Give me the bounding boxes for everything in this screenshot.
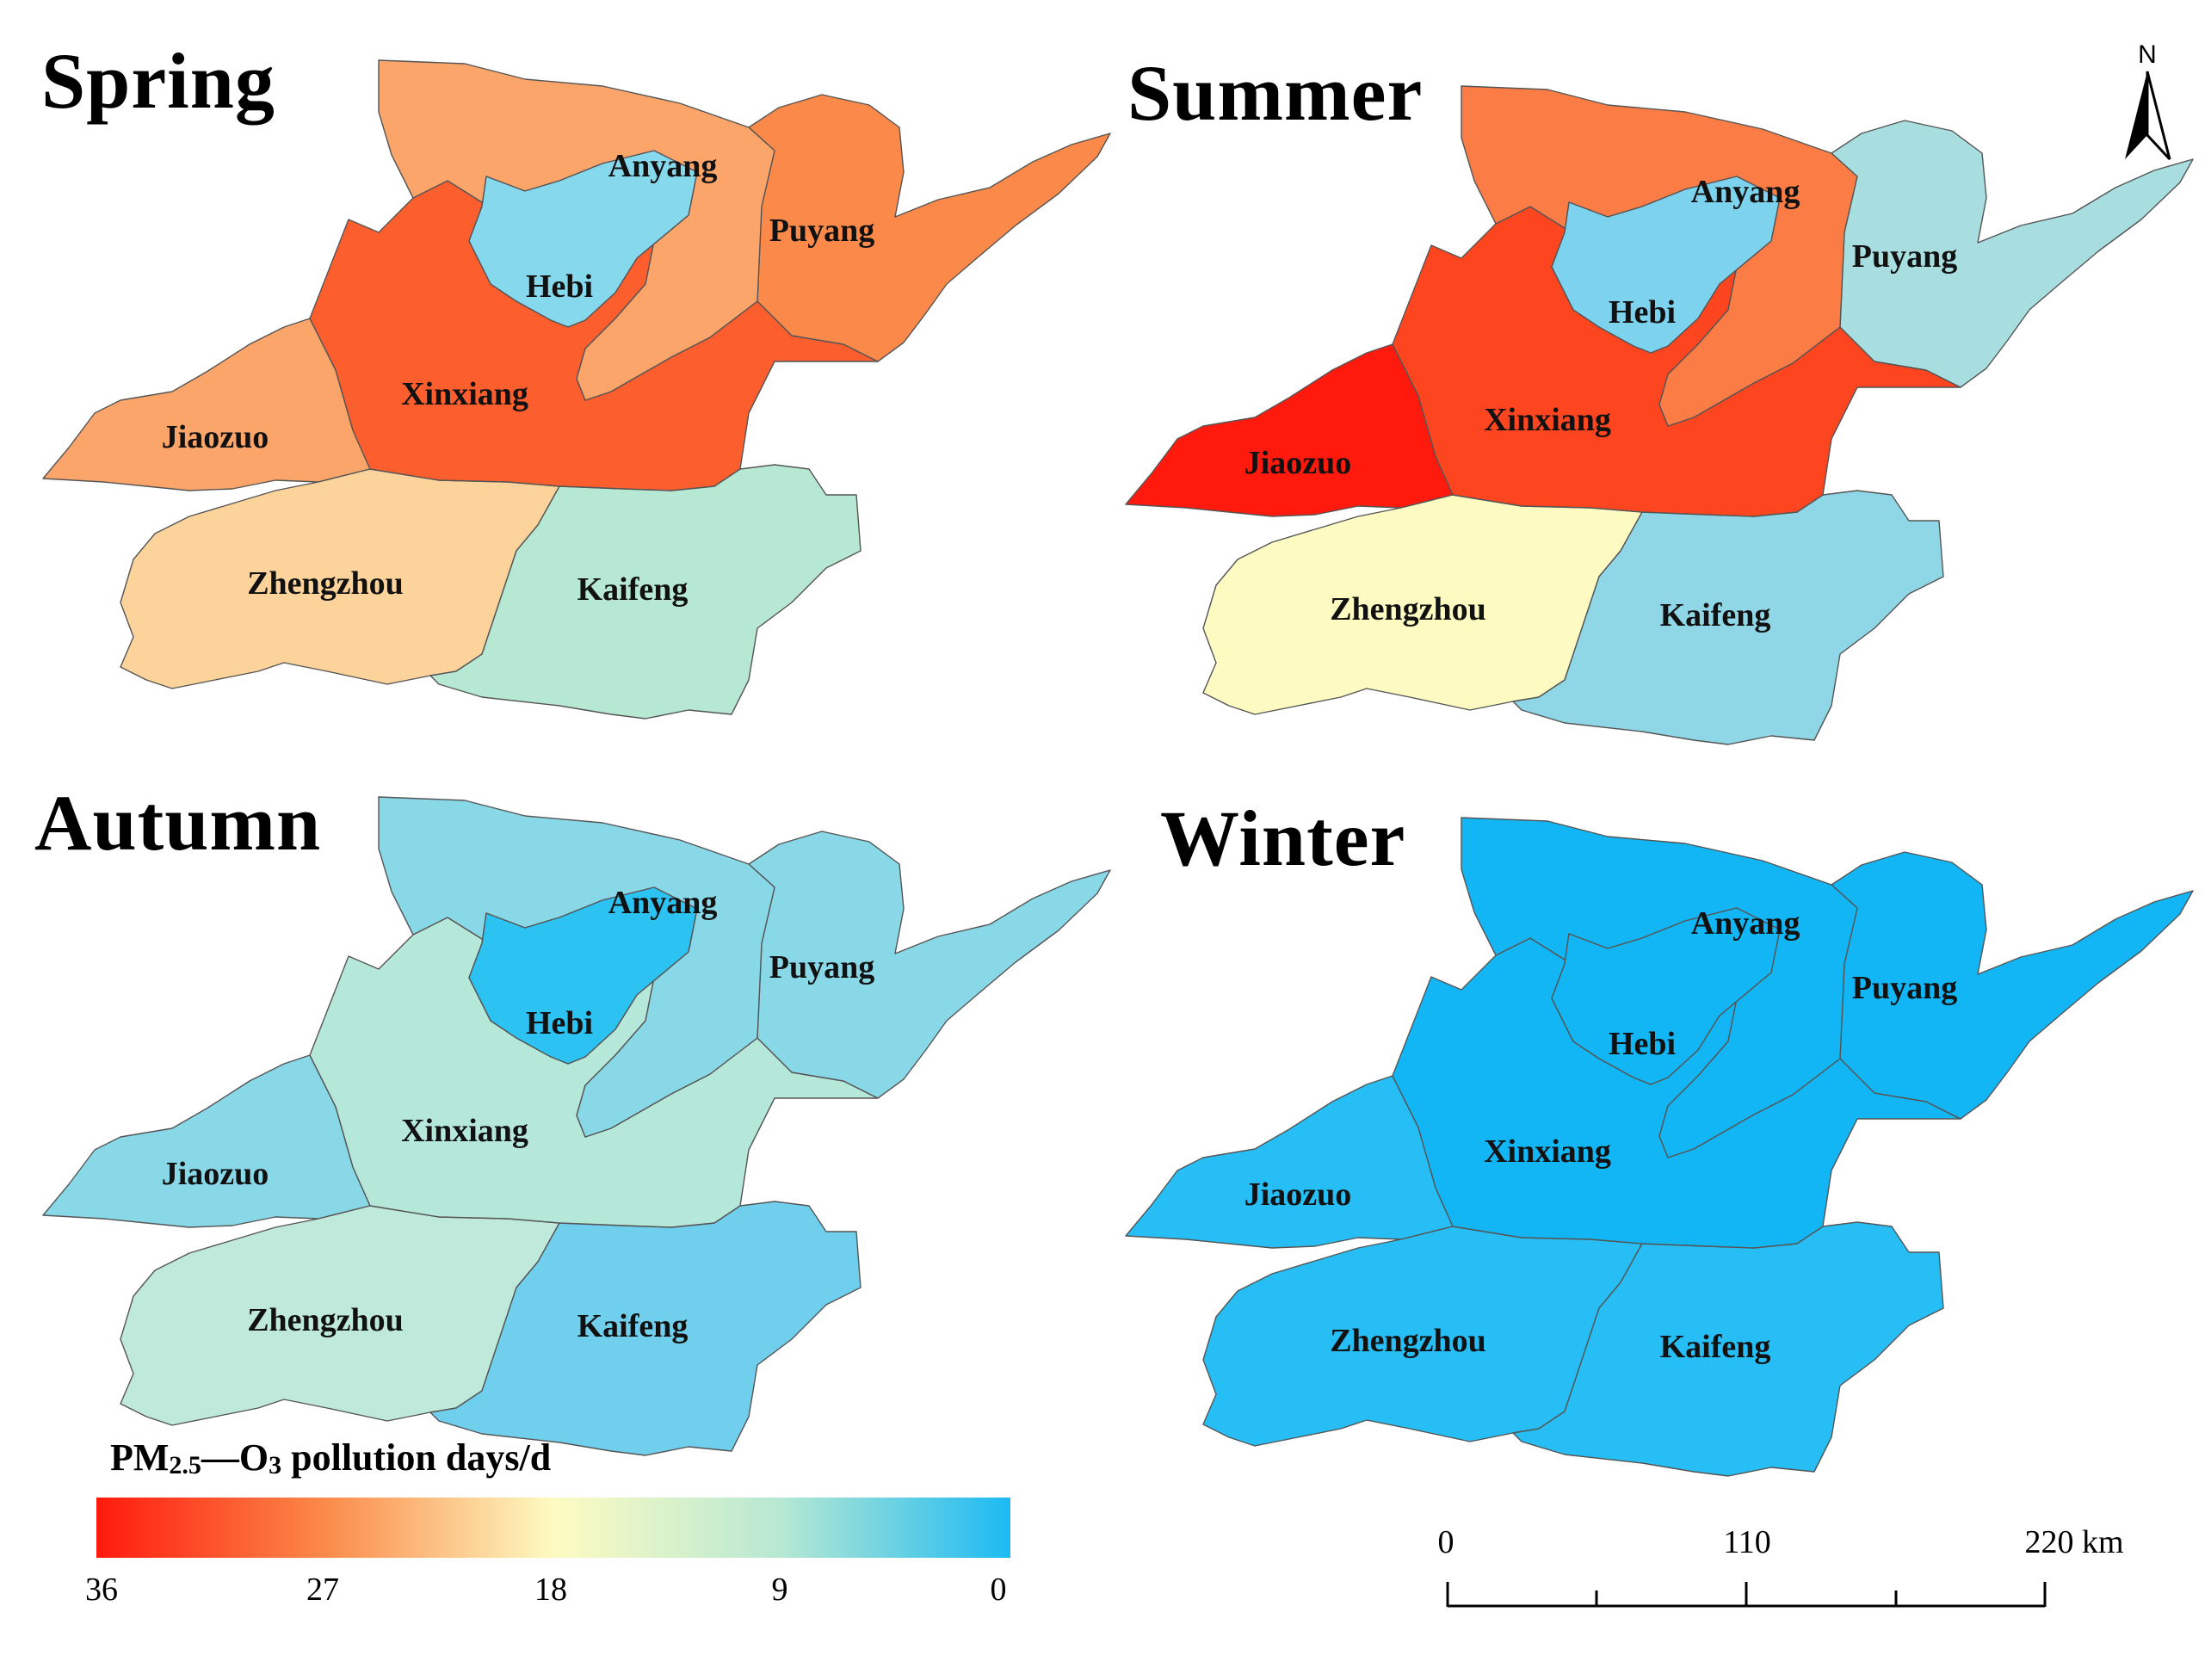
legend-tick-36: 36 [85, 1572, 118, 1608]
scale-label-0: 0 [1437, 1524, 1454, 1560]
title-spring: Spring [41, 37, 275, 125]
label-summer-hebi: Hebi [1609, 294, 1676, 330]
scale-label-110: 110 [1723, 1524, 1771, 1560]
map-spring: Anyang Puyang Hebi Xinxiang Jiaozuo Zhengzhou… [42, 59, 1111, 720]
region-spring-kaifeng [429, 464, 862, 720]
label-autumn-anyang: Anyang [608, 885, 718, 921]
legend-tick-18: 18 [534, 1572, 567, 1608]
region-autumn-hebi [468, 886, 698, 1065]
label-summer-anyang: Anyang [1691, 174, 1800, 210]
label-summer-puyang: Puyang [1852, 238, 1957, 275]
region-winter-hebi [1551, 907, 1781, 1085]
region-winter-puyang [1831, 851, 2194, 1120]
label-autumn-hebi: Hebi [526, 1005, 593, 1041]
scale-label-220: 220 km [2024, 1524, 2124, 1560]
region-spring-puyang [748, 94, 1111, 362]
legend-title: PM2.5—O3 pollution days/d [110, 1436, 552, 1479]
label-spring-xinxiang: Xinxiang [401, 376, 528, 412]
map-summer: Anyang Puyang Hebi Xinxiang Jiaozuo Zhengzhou… [1125, 85, 2194, 745]
label-spring-puyang: Puyang [769, 213, 874, 249]
label-autumn-zhengzhou: Zhengzhou [247, 1302, 404, 1338]
map-winter: Anyang Puyang Hebi Xinxiang Jiaozuo Zhengzhou… [1125, 817, 2194, 1477]
label-spring-kaifeng: Kaifeng [577, 571, 689, 608]
title-winter: Winter [1160, 794, 1406, 882]
region-winter-jiaozuo [1125, 1075, 1454, 1249]
legend-tick-0: 0 [990, 1572, 1007, 1608]
label-winter-xinxiang: Xinxiang [1484, 1133, 1611, 1170]
title-summer: Summer [1127, 49, 1424, 137]
north-label: N [2138, 40, 2157, 69]
label-winter-anyang: Anyang [1691, 905, 1800, 942]
region-summer-puyang [1831, 120, 2194, 388]
region-summer-jiaozuo [1125, 343, 1454, 517]
label-summer-kaifeng: Kaifeng [1660, 597, 1771, 633]
legend-tick-9: 9 [771, 1572, 788, 1608]
region-winter-kaifeng [1512, 1221, 1944, 1477]
map-autumn: Anyang Puyang Hebi Xinxiang Jiaozuo Zhengzhou… [42, 796, 1111, 1456]
legend-color-bar [96, 1498, 1010, 1558]
region-autumn-jiaozuo [42, 1054, 371, 1228]
region-summer-hebi [1551, 176, 1781, 354]
label-summer-zhengzhou: Zhengzhou [1330, 591, 1486, 627]
label-autumn-xinxiang: Xinxiang [401, 1113, 528, 1149]
label-autumn-puyang: Puyang [769, 949, 874, 985]
label-autumn-jiaozuo: Jiaozuo [162, 1156, 269, 1192]
region-summer-kaifeng [1512, 490, 1944, 745]
label-winter-hebi: Hebi [1609, 1026, 1676, 1062]
legend-tick-27: 27 [306, 1572, 339, 1608]
region-spring-jiaozuo [42, 318, 371, 491]
label-spring-zhengzhou: Zhengzhou [247, 565, 404, 602]
label-summer-xinxiang: Xinxiang [1484, 402, 1611, 438]
label-winter-kaifeng: Kaifeng [1660, 1329, 1771, 1365]
label-winter-jiaozuo: Jiaozuo [1244, 1177, 1352, 1213]
label-spring-jiaozuo: Jiaozuo [162, 419, 269, 455]
label-autumn-kaifeng: Kaifeng [577, 1308, 689, 1344]
label-summer-jiaozuo: Jiaozuo [1244, 445, 1352, 481]
title-autumn: Autumn [34, 779, 322, 867]
scale-bar [1446, 1582, 2047, 1608]
region-autumn-puyang [748, 831, 1111, 1099]
label-winter-puyang: Puyang [1852, 970, 1957, 1006]
region-autumn-kaifeng [429, 1201, 862, 1456]
label-winter-zhengzhou: Zhengzhou [1330, 1323, 1486, 1359]
north-arrow-icon: N [2125, 40, 2171, 161]
label-spring-anyang: Anyang [608, 148, 718, 184]
label-spring-hebi: Hebi [526, 269, 593, 305]
region-spring-hebi [468, 150, 698, 328]
